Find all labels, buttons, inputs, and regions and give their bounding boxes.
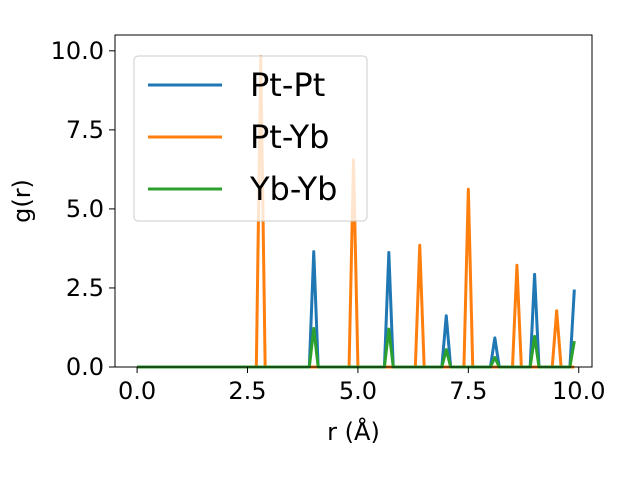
axes-frame xyxy=(114,34,593,368)
x-tick-label: 10.0 xyxy=(552,377,605,405)
x-axis-label: r (Å) xyxy=(327,417,380,446)
x-tick-label: 7.5 xyxy=(449,377,487,405)
legend-label-yb-yb: Yb-Yb xyxy=(249,170,337,208)
legend: Pt-Pt Pt-Yb Yb-Yb xyxy=(133,55,368,222)
x-axis-ticks: 0.0 2.5 5.0 7.5 10.0 xyxy=(118,367,605,405)
legend-box xyxy=(133,55,368,222)
y-tick-label: 10.0 xyxy=(51,37,104,65)
y-tick-label: 7.5 xyxy=(66,116,104,144)
x-tick-label: 2.5 xyxy=(228,377,266,405)
x-tick-label: 5.0 xyxy=(339,377,377,405)
y-tick-label: 5.0 xyxy=(66,195,104,223)
y-axis-ticks: 0.0 2.5 5.0 7.5 10.0 xyxy=(51,37,115,381)
legend-label-pt-pt: Pt-Pt xyxy=(250,66,325,104)
x-tick-label: 0.0 xyxy=(118,377,156,405)
series-line-yb-yb xyxy=(137,326,576,369)
y-tick-label: 0.0 xyxy=(66,353,104,381)
y-tick-label: 2.5 xyxy=(66,274,104,302)
legend-label-pt-yb: Pt-Yb xyxy=(250,118,329,156)
y-axis-label: g(r) xyxy=(8,179,36,223)
